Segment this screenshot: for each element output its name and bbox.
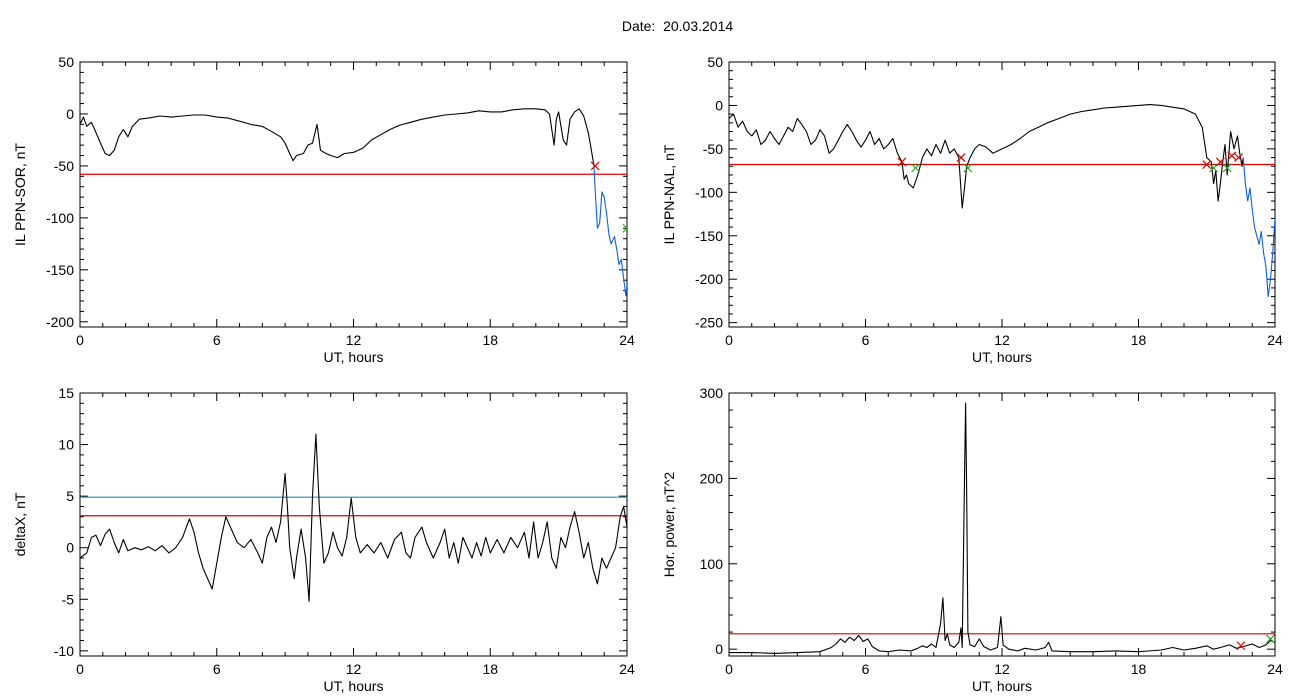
series-line-1 [593,165,627,297]
y-tick-label: -50 [703,141,723,157]
y-tick-label: 300 [700,385,724,401]
x-tick-label: 6 [213,661,221,677]
event-marker [963,163,973,173]
plot-frame [79,392,628,657]
plot-frame [728,61,1276,328]
y-tick-label: 0 [715,97,723,113]
page-title: Date: 20.03.2014 [621,18,734,34]
y-tick-label: 50 [707,54,723,70]
x-tick-label: 24 [1267,332,1283,348]
x-tick-label: 24 [619,332,635,348]
event-marker [956,153,966,162]
event-marker [911,163,920,173]
panel-deltax: 0 6 12 18 24 -10 -5 0 5 10 15 UT, hours deltaX, nT [12,385,635,694]
event-marker [897,157,907,167]
x-tick-label: 18 [1131,332,1147,348]
x-tick-label: 0 [725,661,733,677]
event-marker [1202,160,1212,169]
series-line-0 [729,104,1244,209]
y-tick-label: 10 [58,437,74,453]
x-tick-label: 18 [482,661,498,677]
plot-frame [79,61,628,328]
series-line-0 [729,402,1275,654]
y-tick-label: 200 [700,470,724,486]
x-tick-label: 12 [994,332,1010,348]
x-tick-label: 6 [862,661,870,677]
y-axis-label: deltaX, nT [12,492,28,556]
y-tick-label: -5 [62,591,75,607]
plot-area [80,433,627,602]
y-tick-label: 5 [66,488,74,504]
series-line-0 [80,433,627,602]
y-tick-label: 15 [58,385,74,401]
y-tick-label: -100 [695,184,723,200]
x-tick-label: 0 [725,332,733,348]
x-tick-label: 24 [1267,661,1283,677]
plot-frame [728,392,1276,657]
event-marker [1227,151,1237,161]
y-tick-label: -150 [695,228,723,244]
y-tick-label: -50 [54,158,74,174]
y-tick-label: 100 [700,556,724,572]
x-tick-label: 24 [619,661,635,677]
event-marker [1266,634,1275,644]
y-tick-label: -250 [695,315,723,331]
plot-area [729,402,1275,654]
x-tick-label: 0 [76,332,84,348]
panel-ppn-sor: 0 6 12 18 24 -200 -150 -100 -50 0 50 UT, hours IL PP… [12,54,635,365]
y-tick-label: 0 [66,540,74,556]
event-marker [1236,641,1246,651]
y-tick-label: -200 [46,314,74,330]
x-axis-label: UT, hours [324,678,384,694]
x-axis-label: UT, hours [972,349,1032,365]
x-axis-label: UT, hours [972,678,1032,694]
panel-hor-power: 0 6 12 18 24 0 100 200 300 UT, hours Hor. power, n… [661,385,1283,694]
x-axis-label: UT, hours [324,349,384,365]
event-marker [622,223,627,233]
x-tick-label: 6 [213,332,221,348]
x-tick-label: 18 [1131,661,1147,677]
event-marker [1222,163,1232,173]
y-tick-label: 0 [715,641,723,657]
x-tick-label: 12 [994,661,1010,677]
x-tick-label: 12 [346,661,362,677]
series-line-0 [80,108,595,166]
y-tick-label: -10 [54,643,74,659]
y-axis-label: Hor. power, nT^2 [661,472,677,578]
x-tick-label: 6 [862,332,870,348]
x-tick-label: 18 [482,332,498,348]
plot-area [729,104,1275,298]
event-marker [1234,153,1244,162]
y-tick-label: 0 [66,106,74,122]
y-tick-label: -100 [46,210,74,226]
y-axis-label: IL PPN-NAL, nT [661,144,677,244]
x-tick-label: 12 [346,332,362,348]
panel-ppn-nal: 0 6 12 18 24 -250 -200 -150 -100 -50 0 50 UT, hours I… [661,54,1283,365]
y-tick-label: -150 [46,262,74,278]
x-tick-label: 0 [76,661,84,677]
y-axis-label: IL PPN-SOR, nT [12,143,28,246]
y-tick-label: 50 [58,54,74,70]
series-line-1 [1242,157,1275,298]
event-marker [590,161,600,171]
y-tick-label: -200 [695,271,723,287]
plot-area [80,108,627,297]
